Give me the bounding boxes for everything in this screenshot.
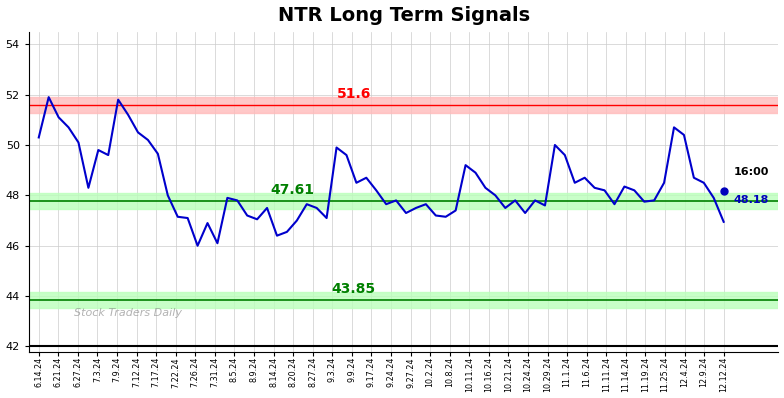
Bar: [29, 97, 779, 113]
Text: 51.6: 51.6: [336, 87, 371, 101]
Text: 16:00: 16:00: [734, 167, 769, 177]
Bar: [29, 292, 779, 308]
Text: 43.85: 43.85: [332, 282, 376, 296]
Text: 48.18: 48.18: [734, 195, 769, 205]
Text: 47.61: 47.61: [270, 183, 314, 197]
Title: NTR Long Term Signals: NTR Long Term Signals: [278, 6, 530, 25]
Text: Stock Traders Daily: Stock Traders Daily: [74, 308, 182, 318]
Bar: [29, 193, 779, 209]
